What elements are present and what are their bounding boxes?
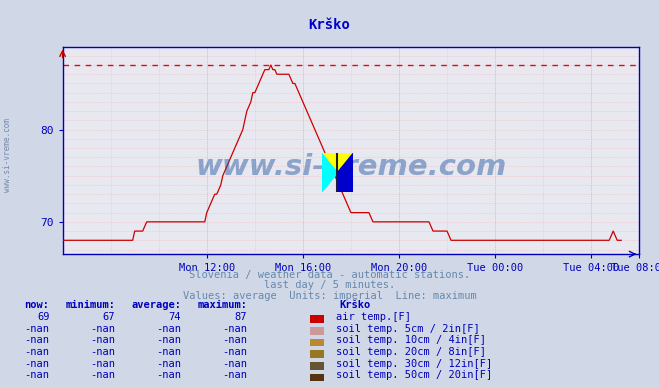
Text: -nan: -nan (90, 359, 115, 369)
Text: -nan: -nan (156, 335, 181, 345)
Polygon shape (322, 173, 337, 192)
Text: www.si-vreme.com: www.si-vreme.com (195, 153, 507, 181)
Text: www.si-vreme.com: www.si-vreme.com (3, 118, 13, 192)
Text: -nan: -nan (24, 335, 49, 345)
Text: -nan: -nan (156, 370, 181, 380)
Text: Krško: Krško (339, 300, 370, 310)
Text: soil temp. 30cm / 12in[F]: soil temp. 30cm / 12in[F] (336, 359, 492, 369)
Text: Values: average  Units: imperial  Line: maximum: Values: average Units: imperial Line: ma… (183, 291, 476, 301)
Text: -nan: -nan (24, 359, 49, 369)
Text: -nan: -nan (90, 324, 115, 334)
Text: -nan: -nan (156, 359, 181, 369)
Text: -nan: -nan (222, 347, 247, 357)
Text: -nan: -nan (222, 370, 247, 380)
Text: 74: 74 (169, 312, 181, 322)
Text: -nan: -nan (24, 370, 49, 380)
Text: -nan: -nan (222, 359, 247, 369)
Polygon shape (322, 153, 337, 192)
Text: now:: now: (24, 300, 49, 310)
Text: -nan: -nan (222, 324, 247, 334)
Text: -nan: -nan (156, 324, 181, 334)
Text: 69: 69 (37, 312, 49, 322)
Text: 87: 87 (235, 312, 247, 322)
Text: -nan: -nan (90, 370, 115, 380)
Text: soil temp. 20cm / 8in[F]: soil temp. 20cm / 8in[F] (336, 347, 486, 357)
Text: -nan: -nan (156, 347, 181, 357)
Text: -nan: -nan (222, 335, 247, 345)
Text: minimum:: minimum: (65, 300, 115, 310)
Polygon shape (322, 153, 353, 173)
Text: 67: 67 (103, 312, 115, 322)
Text: soil temp. 5cm / 2in[F]: soil temp. 5cm / 2in[F] (336, 324, 480, 334)
Polygon shape (337, 173, 353, 192)
Text: last day / 5 minutes.: last day / 5 minutes. (264, 280, 395, 290)
Polygon shape (337, 153, 353, 192)
Text: soil temp. 50cm / 20in[F]: soil temp. 50cm / 20in[F] (336, 370, 492, 380)
Text: Slovenia / weather data - automatic stations.: Slovenia / weather data - automatic stat… (189, 270, 470, 280)
Text: Krško: Krško (308, 18, 351, 32)
Text: -nan: -nan (24, 324, 49, 334)
Text: -nan: -nan (90, 347, 115, 357)
Text: -nan: -nan (90, 335, 115, 345)
Text: average:: average: (131, 300, 181, 310)
Text: -nan: -nan (24, 347, 49, 357)
Text: air temp.[F]: air temp.[F] (336, 312, 411, 322)
Text: maximum:: maximum: (197, 300, 247, 310)
Text: soil temp. 10cm / 4in[F]: soil temp. 10cm / 4in[F] (336, 335, 486, 345)
